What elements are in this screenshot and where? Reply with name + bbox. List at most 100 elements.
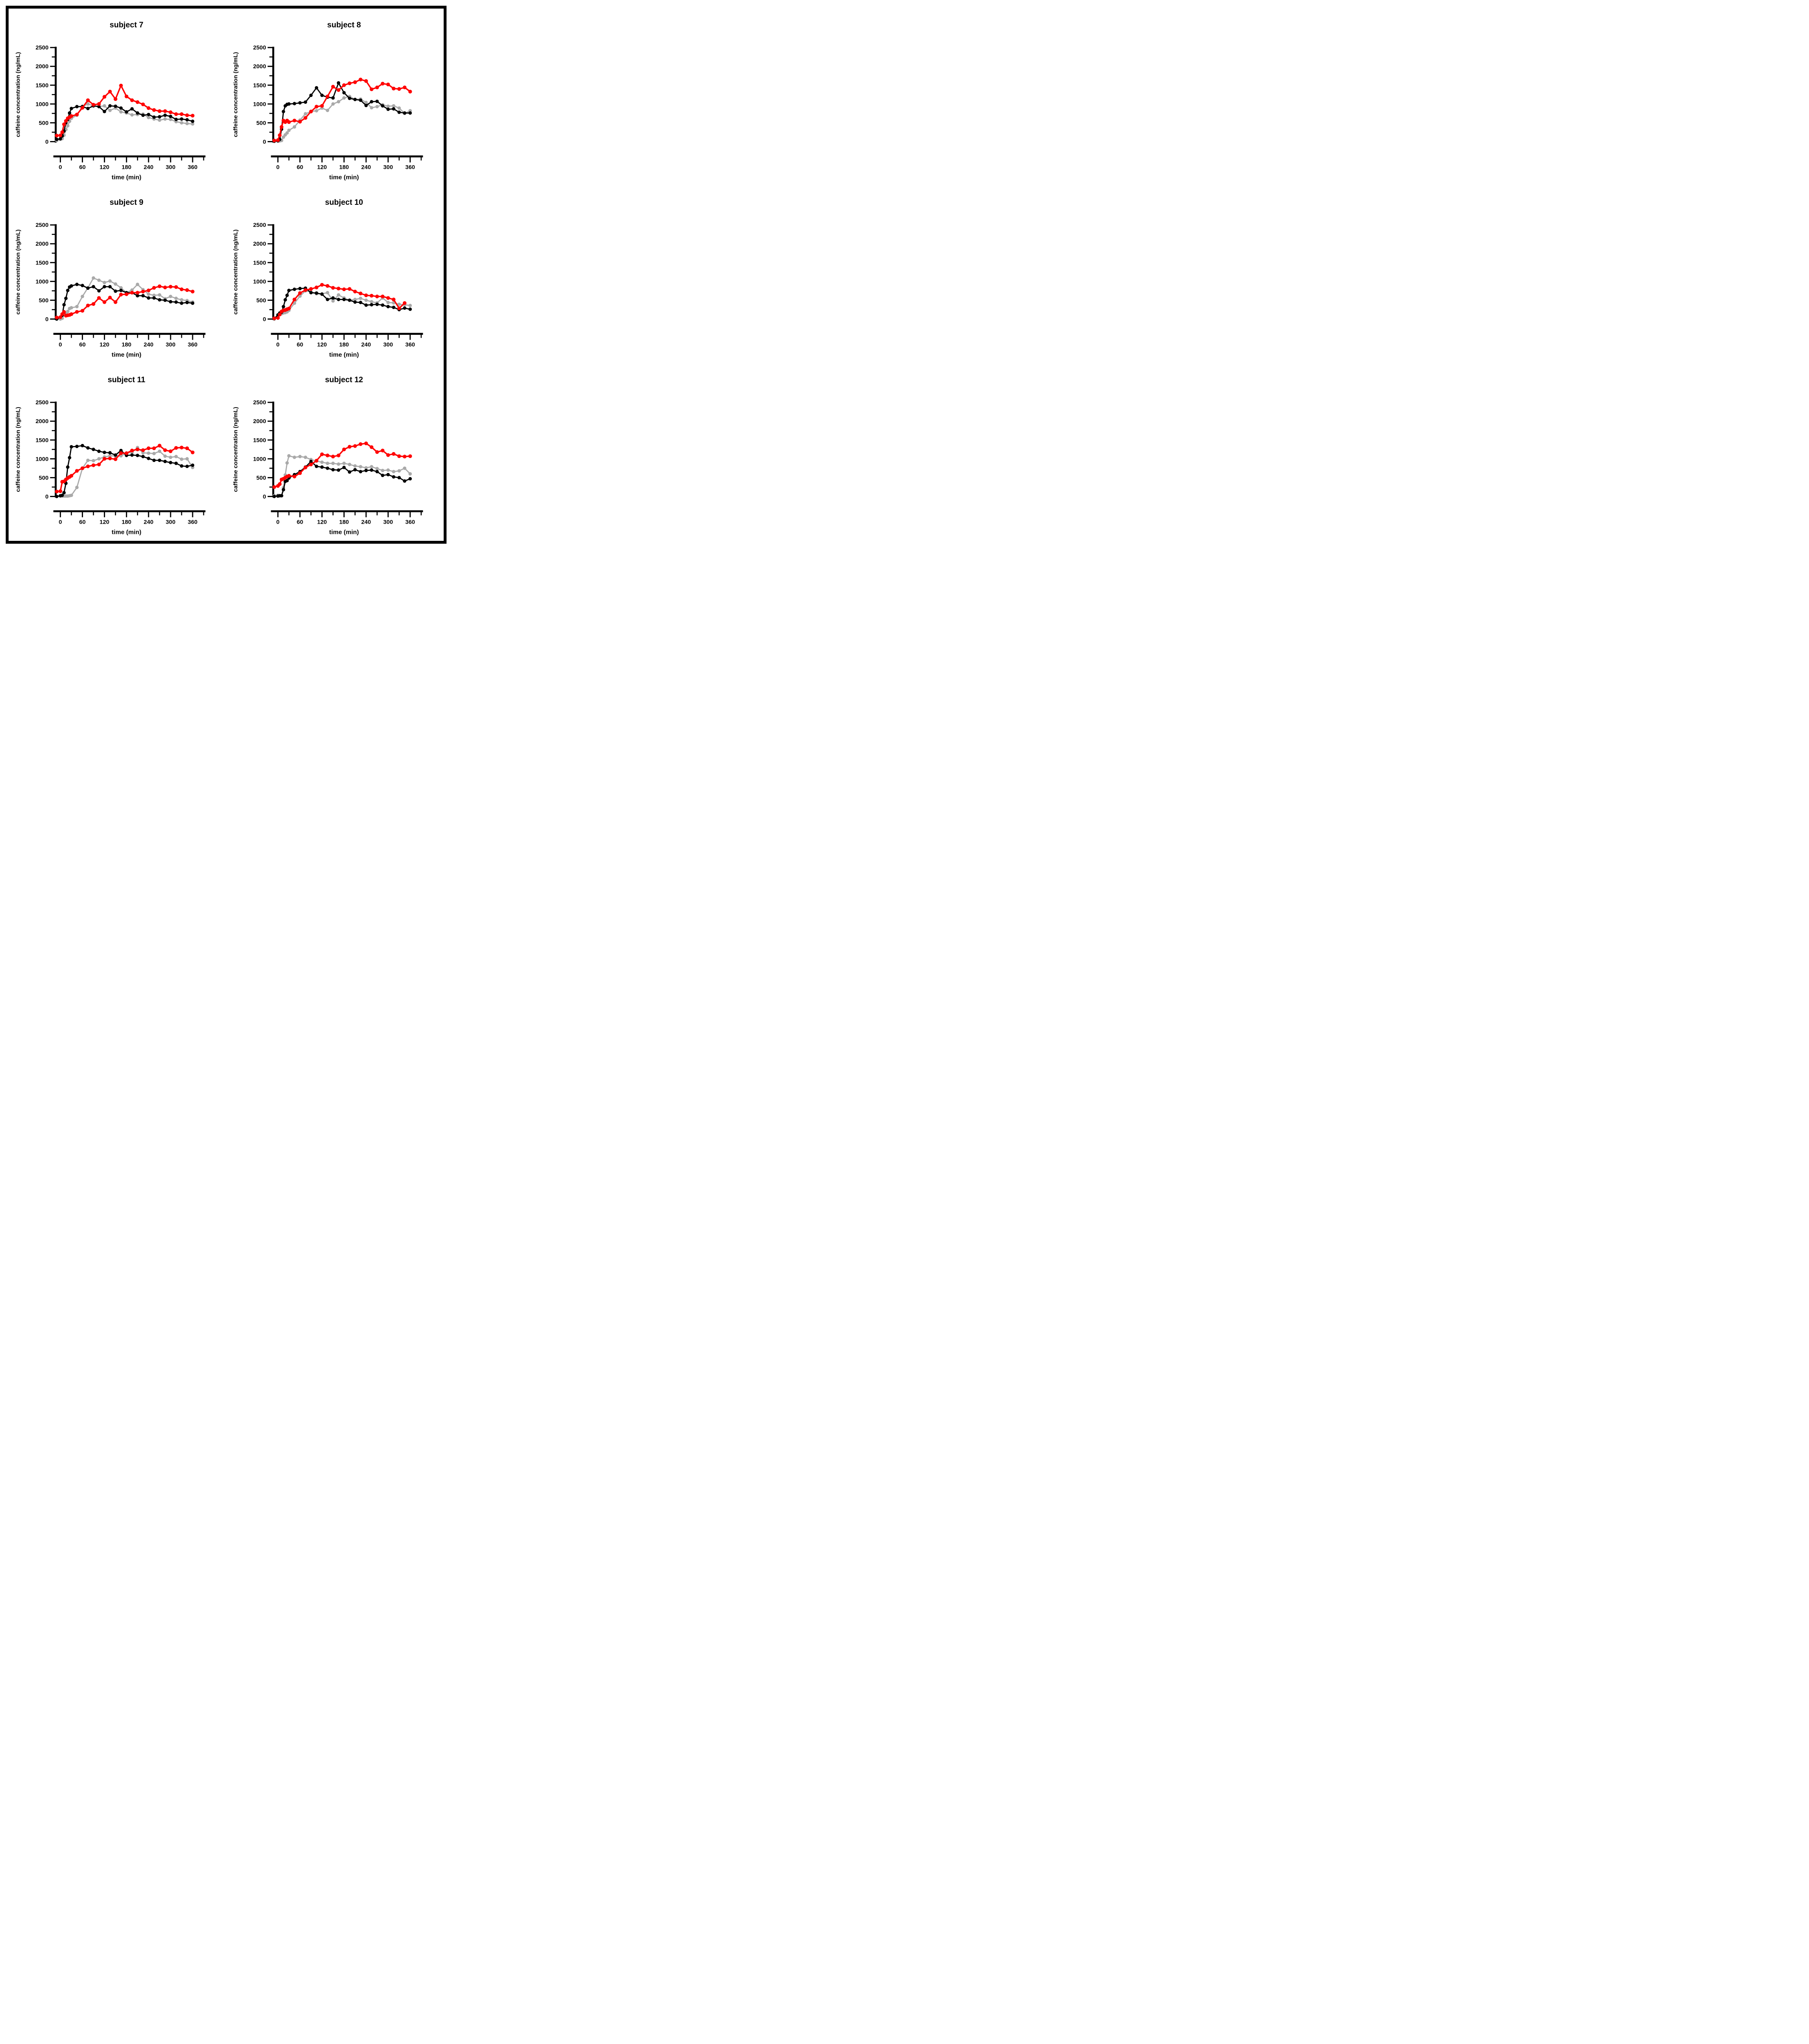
data-point	[102, 95, 106, 99]
data-point	[70, 107, 73, 110]
data-point	[331, 96, 335, 100]
data-point	[62, 303, 66, 307]
x-tick-label: 0	[59, 519, 62, 525]
data-point	[309, 110, 313, 114]
data-point	[152, 294, 156, 297]
data-point	[147, 112, 150, 117]
panel-title: subject 11	[108, 376, 145, 384]
data-point	[397, 87, 401, 91]
y-tick-label: 500	[39, 475, 49, 481]
data-point	[408, 304, 412, 307]
data-point	[320, 93, 324, 97]
x-axis-label: time (min)	[112, 529, 141, 536]
figure-caffeine-concentration-panels: subject 7 caffeine concentration (ng/mL) 0…	[0, 0, 452, 549]
data-point	[191, 122, 195, 126]
data-point	[375, 105, 379, 109]
data-point	[180, 121, 184, 125]
data-point	[359, 300, 362, 305]
data-point	[325, 466, 330, 470]
data-point	[158, 449, 162, 453]
data-point	[342, 91, 346, 94]
data-point	[292, 102, 296, 105]
data-point	[168, 294, 173, 298]
data-point	[309, 93, 313, 97]
data-point	[298, 291, 302, 295]
data-point	[303, 288, 307, 292]
data-point	[381, 448, 385, 453]
data-point	[298, 455, 302, 459]
data-point	[285, 461, 289, 465]
data-point	[280, 494, 283, 498]
data-point	[337, 462, 341, 466]
data-point	[191, 463, 195, 467]
series-black-series	[55, 104, 195, 141]
data-point	[163, 459, 167, 464]
data-point	[408, 111, 412, 115]
data-point	[130, 113, 134, 117]
data-point	[168, 285, 173, 289]
x-axis-label: time (min)	[112, 174, 141, 181]
x-tick-label: 0	[59, 341, 62, 348]
data-point	[180, 287, 184, 291]
data-point	[97, 296, 101, 300]
data-point	[58, 133, 63, 137]
data-point	[157, 284, 162, 288]
x-tick-label: 300	[383, 164, 393, 170]
data-point	[70, 445, 73, 449]
y-axis: 0 500 1000 1500 2000 2500	[253, 399, 274, 500]
data-point	[174, 446, 178, 450]
data-point	[55, 495, 58, 498]
data-point	[191, 114, 195, 118]
data-point	[403, 306, 406, 310]
data-point	[147, 296, 150, 300]
data-point	[386, 108, 390, 111]
data-point	[386, 473, 390, 477]
panel-title: subject 10	[325, 198, 363, 207]
x-axis: 0 60 120 180 240 300 360	[271, 510, 423, 525]
data-point	[278, 312, 282, 316]
data-point	[285, 131, 289, 135]
data-point	[364, 103, 368, 108]
data-point	[381, 294, 385, 298]
data-point	[285, 479, 289, 482]
data-point	[97, 289, 101, 293]
panel-subject-11: subject 11 caffeine concentration (ng/mL)…	[10, 364, 225, 540]
data-point	[114, 104, 117, 108]
data-point	[386, 296, 390, 300]
data-point	[370, 445, 374, 449]
data-point	[180, 301, 184, 305]
data-point	[75, 305, 79, 309]
y-tick-label: 0	[263, 316, 266, 323]
data-point	[331, 296, 335, 300]
x-tick-label: 60	[297, 164, 303, 170]
data-point	[108, 456, 112, 460]
data-point	[97, 102, 101, 106]
data-point	[348, 298, 352, 302]
data-point	[108, 90, 112, 94]
data-point	[325, 453, 330, 457]
x-axis: 0 60 120 180 240 300 360	[53, 510, 206, 525]
data-point	[381, 473, 384, 477]
x-tick-label: 180	[121, 341, 131, 348]
data-point	[66, 309, 70, 314]
x-tick-label: 360	[188, 164, 198, 170]
data-point	[370, 87, 374, 91]
data-point	[113, 457, 118, 461]
data-point	[386, 453, 390, 457]
data-point	[62, 310, 66, 314]
data-point	[119, 293, 123, 297]
data-point	[81, 284, 84, 287]
data-point	[141, 448, 145, 452]
data-point	[75, 112, 79, 117]
series-gray-series	[272, 289, 412, 321]
data-point	[130, 288, 134, 292]
data-point	[314, 105, 319, 109]
series-line	[274, 290, 411, 320]
data-point	[174, 112, 178, 116]
data-point	[191, 450, 195, 455]
data-point	[168, 461, 173, 464]
panel-subject-8: subject 8 caffeine concentration (ng/mL) 0…	[227, 9, 442, 186]
x-tick-label: 300	[383, 341, 393, 348]
data-point	[102, 457, 106, 461]
data-point	[342, 83, 346, 87]
